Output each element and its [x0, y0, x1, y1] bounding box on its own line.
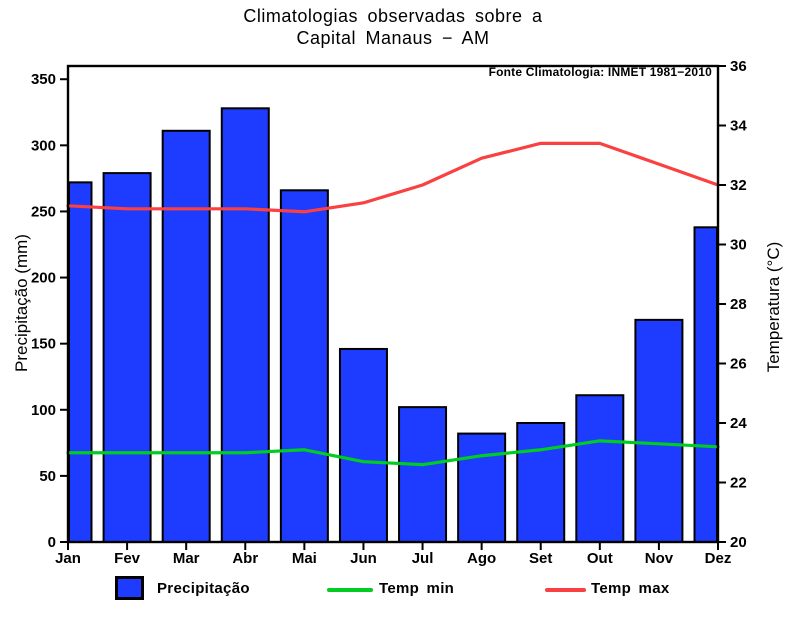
precip-bar	[693, 226, 718, 544]
left-axis-tick-label: 50	[39, 468, 56, 485]
source-annotation: Fonte Climatologia: INMET 1981−2010	[488, 65, 712, 79]
x-axis-tick-label: Abr	[232, 550, 258, 567]
x-axis-tick-label: Jun	[350, 550, 377, 567]
x-axis-tick-label: Dez	[705, 550, 732, 567]
legend-temp-min-line	[327, 588, 373, 592]
temp-max-line	[66, 141, 720, 214]
left-axis-tick-label: 250	[31, 203, 56, 220]
left-axis-tick-label: 100	[31, 402, 56, 419]
x-axis-tick-label: Nov	[645, 550, 674, 567]
legend-precipitation-label: Precipitação	[157, 580, 250, 597]
x-axis-tick-label: Mar	[173, 550, 200, 567]
right-axis-tick-label: 30	[730, 237, 747, 254]
legend-temp-max-label: Temp max	[591, 580, 670, 597]
precip-bar	[516, 422, 566, 543]
legend-temp-max-line	[545, 588, 586, 592]
x-axis-tick-label: Jul	[412, 550, 434, 567]
precip-bar	[102, 172, 152, 543]
legend-precipitation-swatch	[115, 576, 144, 600]
x-axis-tick-label: Mai	[292, 550, 317, 567]
legend-temp-min-label: Temp min	[379, 580, 455, 597]
right-axis-tick-label: 28	[730, 296, 747, 313]
x-axis-tick-label: Jan	[55, 550, 81, 567]
precip-bar	[457, 432, 507, 544]
precip-bar	[575, 394, 625, 543]
left-axis-tick-label: 200	[31, 270, 56, 287]
x-axis-tick-label: Fev	[114, 550, 141, 567]
x-axis-tick-label: Out	[587, 550, 613, 567]
precip-bar	[398, 406, 448, 543]
right-axis-tick-label: 26	[730, 356, 747, 373]
precip-bar	[161, 129, 211, 544]
x-axis-tick-label: Ago	[467, 550, 496, 567]
right-axis-tick-label: 34	[730, 118, 747, 135]
right-axis-tick-label: 20	[730, 534, 747, 551]
right-axis-tick-label: 24	[730, 415, 747, 432]
left-axis-tick-label: 0	[48, 534, 56, 551]
precip-bar	[279, 189, 329, 544]
precip-bar	[338, 347, 388, 544]
temp-min-line	[66, 439, 720, 467]
x-axis-tick-label: Set	[529, 550, 552, 567]
precip-bar	[220, 107, 270, 544]
right-axis-tick-label: 36	[730, 58, 747, 75]
precip-bar	[634, 318, 684, 543]
right-axis-tick-label: 32	[730, 177, 747, 194]
right-axis-tick-label: 22	[730, 475, 747, 492]
left-axis-tick-label: 150	[31, 336, 56, 353]
left-axis-tick-label: 300	[31, 137, 56, 154]
left-axis-tick-label: 350	[31, 71, 56, 88]
precip-bar	[68, 181, 93, 543]
chart-title-line1: Climatologias observadas sobre a	[243, 6, 543, 26]
chart-title-line2: Capital Manaus − AM	[296, 28, 490, 48]
